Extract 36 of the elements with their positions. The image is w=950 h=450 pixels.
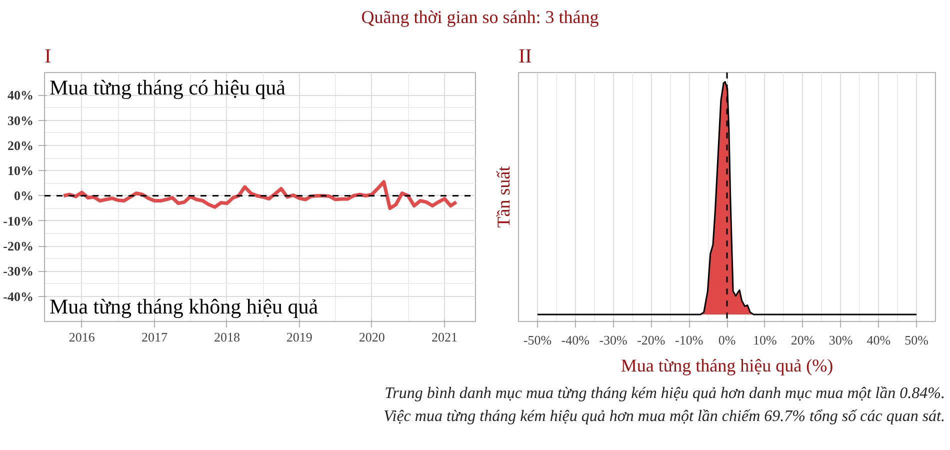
y-tick-label: -30% [3,264,34,279]
y-tick-label: 0% [14,188,34,204]
y-tick-label: 30% [8,112,34,128]
x-tick-label: 2018 [214,330,240,344]
x-tick-label: 0% [718,332,736,348]
x-tick-label: 40% [866,332,891,348]
y-axis-title: Tần suất [494,166,514,228]
x-tick-label: 10% [752,332,777,348]
x-tick-label: 2017 [141,330,168,344]
annotation: Mua từng tháng có hiệu quả [50,76,286,100]
chart-title: II [518,46,532,68]
y-tick-label: 20% [8,138,34,153]
x-tick-label: -50% [523,332,552,348]
text: Trung bình danh mục mua từng tháng kém hiệu quả hơn danh mục mua một lần 0.84%. [384,385,945,402]
y-tick-label: -40% [3,288,34,304]
y-tick-label: -10% [3,213,34,228]
text: Quãng thời gian so sánh: 3 tháng [361,6,599,29]
chart-title: I [44,46,52,68]
x-tick-label: -10% [675,332,704,348]
y-tick-label: 40% [8,88,34,103]
x-tick-label: 2019 [286,330,312,344]
x-tick-label: -30% [599,332,628,348]
x-axis-title: Mua từng tháng hiệu quả (%) [620,356,834,376]
x-tick-label: 2020 [358,330,385,344]
x-tick-label: 2021 [432,330,458,344]
line-series [62,180,458,210]
y-tick-label: -20% [3,238,34,254]
x-tick-label: 20% [790,332,815,348]
x-tick-label: 30% [828,332,853,348]
x-tick-label: 50% [904,332,929,348]
x-tick-label: -40% [561,332,590,348]
x-tick-label: -20% [637,332,666,348]
annotation: Mua từng tháng không hiệu quả [50,294,319,318]
text: Việc mua từng tháng kém hiệu quả hơn mua một lần chiếm 69.7% tổng số các quan sát. [384,408,945,425]
y-tick-label: 10% [8,163,34,178]
x-tick-label: 2016 [68,330,96,344]
